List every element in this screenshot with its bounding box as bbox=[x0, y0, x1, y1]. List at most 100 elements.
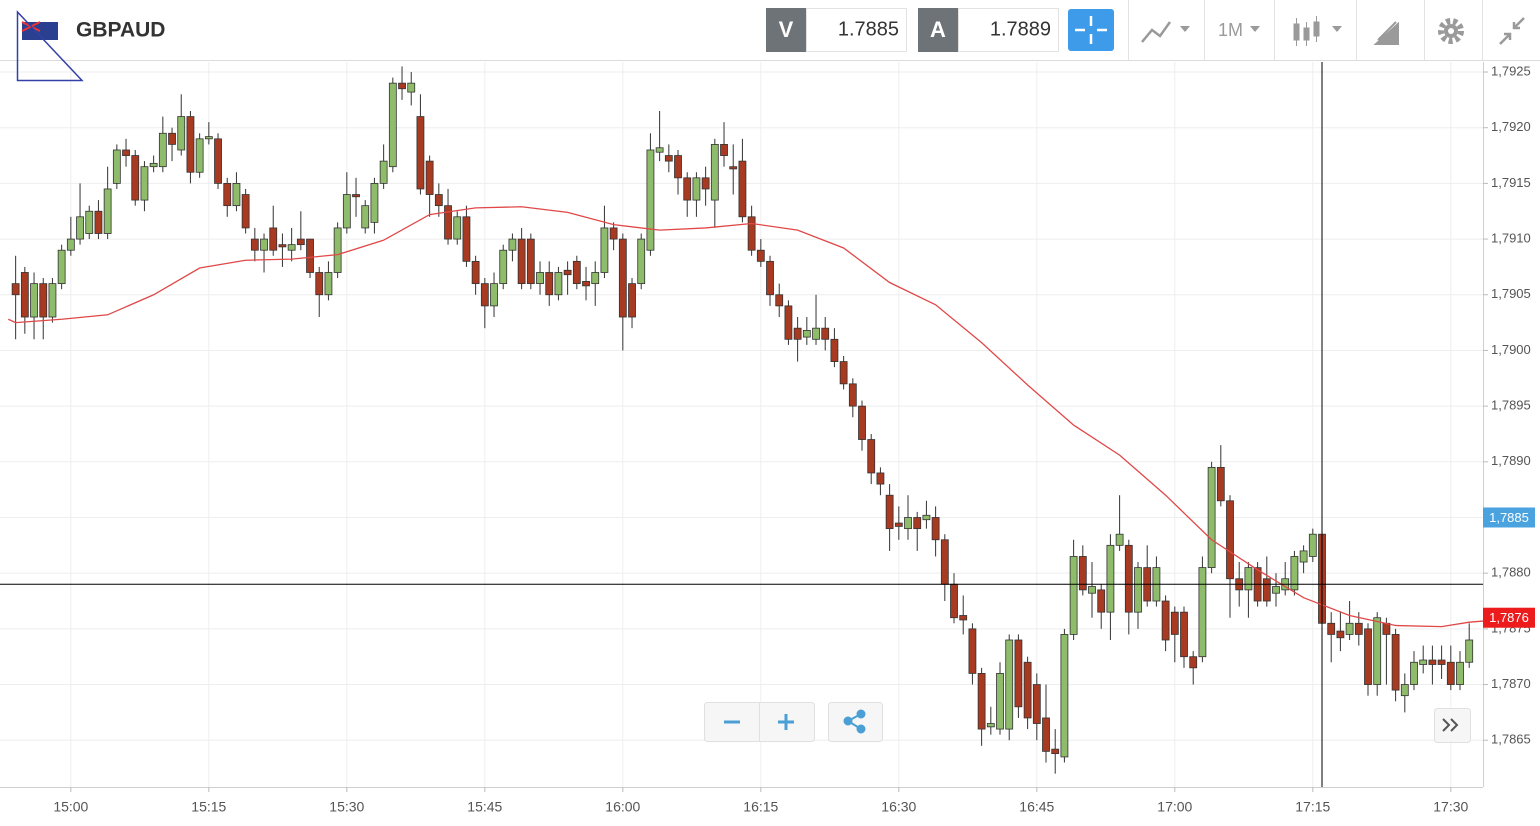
candle-body bbox=[517, 238, 526, 285]
candle-body bbox=[563, 269, 572, 276]
candle-body bbox=[1069, 556, 1078, 635]
candle-body bbox=[1134, 567, 1142, 613]
candle-body bbox=[57, 249, 66, 285]
candle-body bbox=[1272, 586, 1280, 594]
candle-body bbox=[269, 227, 278, 251]
candle-body bbox=[812, 327, 820, 340]
candle-body bbox=[646, 149, 655, 251]
dropdown-arrow bbox=[1180, 26, 1190, 32]
candle-body bbox=[140, 166, 149, 201]
candle-body bbox=[839, 361, 848, 385]
candle-body bbox=[1161, 600, 1170, 641]
collapse-button[interactable] bbox=[1499, 17, 1525, 45]
candle-body bbox=[462, 216, 471, 262]
candle-body bbox=[876, 472, 885, 485]
bid-button[interactable] bbox=[766, 8, 806, 52]
candle-body bbox=[1023, 661, 1032, 719]
candle-body bbox=[913, 517, 922, 530]
flag-frame bbox=[16, 10, 84, 82]
candle-body bbox=[1382, 622, 1391, 635]
crosshair-icon bbox=[1075, 16, 1107, 44]
candle-body bbox=[940, 539, 949, 585]
candle-body bbox=[1207, 466, 1216, 569]
candle-body bbox=[352, 194, 360, 198]
candle-body bbox=[904, 517, 912, 530]
candle-body bbox=[434, 194, 443, 207]
candle-body bbox=[1170, 611, 1179, 635]
share-button[interactable] bbox=[843, 709, 866, 734]
candle-body bbox=[232, 182, 241, 207]
candle-body bbox=[572, 260, 581, 285]
timeframe-button[interactable]: 1M bbox=[1218, 20, 1243, 40]
candle-body bbox=[1456, 661, 1464, 685]
candle-type-button[interactable] bbox=[1293, 16, 1320, 46]
candle-body bbox=[1299, 550, 1308, 563]
candle-body bbox=[1400, 684, 1409, 697]
candle-body bbox=[1262, 578, 1271, 602]
settings-icon-hole bbox=[1448, 28, 1454, 34]
bid-box bbox=[806, 8, 907, 52]
dropdown-arrow bbox=[1332, 26, 1342, 32]
ask-button[interactable] bbox=[918, 8, 958, 52]
y-tick-label: 1,7880 bbox=[1491, 565, 1531, 580]
candle-body bbox=[241, 194, 250, 229]
candle-body bbox=[306, 238, 314, 273]
candle-body bbox=[996, 673, 1004, 730]
candle-body bbox=[158, 132, 167, 168]
price-tag bbox=[1483, 507, 1535, 528]
candle-body bbox=[1115, 533, 1124, 546]
bid-label: V bbox=[779, 17, 794, 42]
candle-body bbox=[766, 260, 774, 296]
candle-body bbox=[278, 244, 287, 248]
y-tick-label: 1,7905 bbox=[1491, 286, 1531, 301]
candle-body bbox=[986, 723, 995, 728]
y-tick-label: 1,7870 bbox=[1491, 676, 1531, 691]
candle-body bbox=[720, 144, 728, 156]
x-tick-label: 15:00 bbox=[53, 799, 88, 815]
x-tick-label: 16:15 bbox=[743, 799, 778, 815]
settings-button[interactable] bbox=[1438, 18, 1464, 44]
crosshair-button[interactable] bbox=[1068, 9, 1114, 51]
candle-body bbox=[554, 272, 563, 296]
candle-body bbox=[775, 294, 784, 307]
candle-body bbox=[793, 327, 802, 340]
candle-body bbox=[1198, 567, 1207, 658]
candle-body bbox=[1373, 617, 1382, 685]
draw-button[interactable] bbox=[1373, 21, 1399, 45]
dropdown-arrow bbox=[1250, 26, 1260, 32]
candle-body bbox=[112, 149, 121, 184]
candle-body bbox=[103, 188, 112, 234]
ask-price: 1.7889 bbox=[990, 18, 1051, 40]
candle-body bbox=[977, 673, 986, 730]
candle-body bbox=[1327, 622, 1336, 635]
candle-body bbox=[1437, 659, 1446, 665]
candle-body bbox=[425, 160, 434, 195]
candle-body bbox=[214, 138, 222, 184]
candle-body bbox=[1336, 630, 1345, 639]
candle-body bbox=[66, 238, 75, 251]
symbol: GBPAUD bbox=[76, 19, 165, 42]
candle-body bbox=[600, 227, 609, 273]
candle-body bbox=[922, 514, 931, 521]
line-chart-button[interactable] bbox=[1141, 21, 1172, 43]
candle-body bbox=[802, 329, 811, 338]
price-tag-label: 1,7885 bbox=[1489, 510, 1529, 525]
candle-body bbox=[30, 283, 38, 318]
candle-body bbox=[1106, 544, 1115, 613]
candle-body bbox=[11, 283, 20, 296]
candle-body bbox=[490, 283, 498, 307]
candle-body bbox=[370, 182, 379, 223]
candle-body bbox=[931, 517, 940, 541]
candle-body bbox=[756, 249, 765, 262]
scroll-end-button[interactable] bbox=[1442, 718, 1459, 732]
candle-body bbox=[821, 327, 830, 340]
zoom-in-button[interactable] bbox=[778, 714, 794, 730]
candle-body bbox=[333, 227, 342, 273]
candle-body bbox=[1180, 611, 1188, 658]
candle-body bbox=[858, 405, 866, 440]
x-tick-label: 16:00 bbox=[605, 799, 640, 815]
x-tick-label: 17:30 bbox=[1433, 799, 1468, 815]
candle-body bbox=[379, 160, 388, 184]
